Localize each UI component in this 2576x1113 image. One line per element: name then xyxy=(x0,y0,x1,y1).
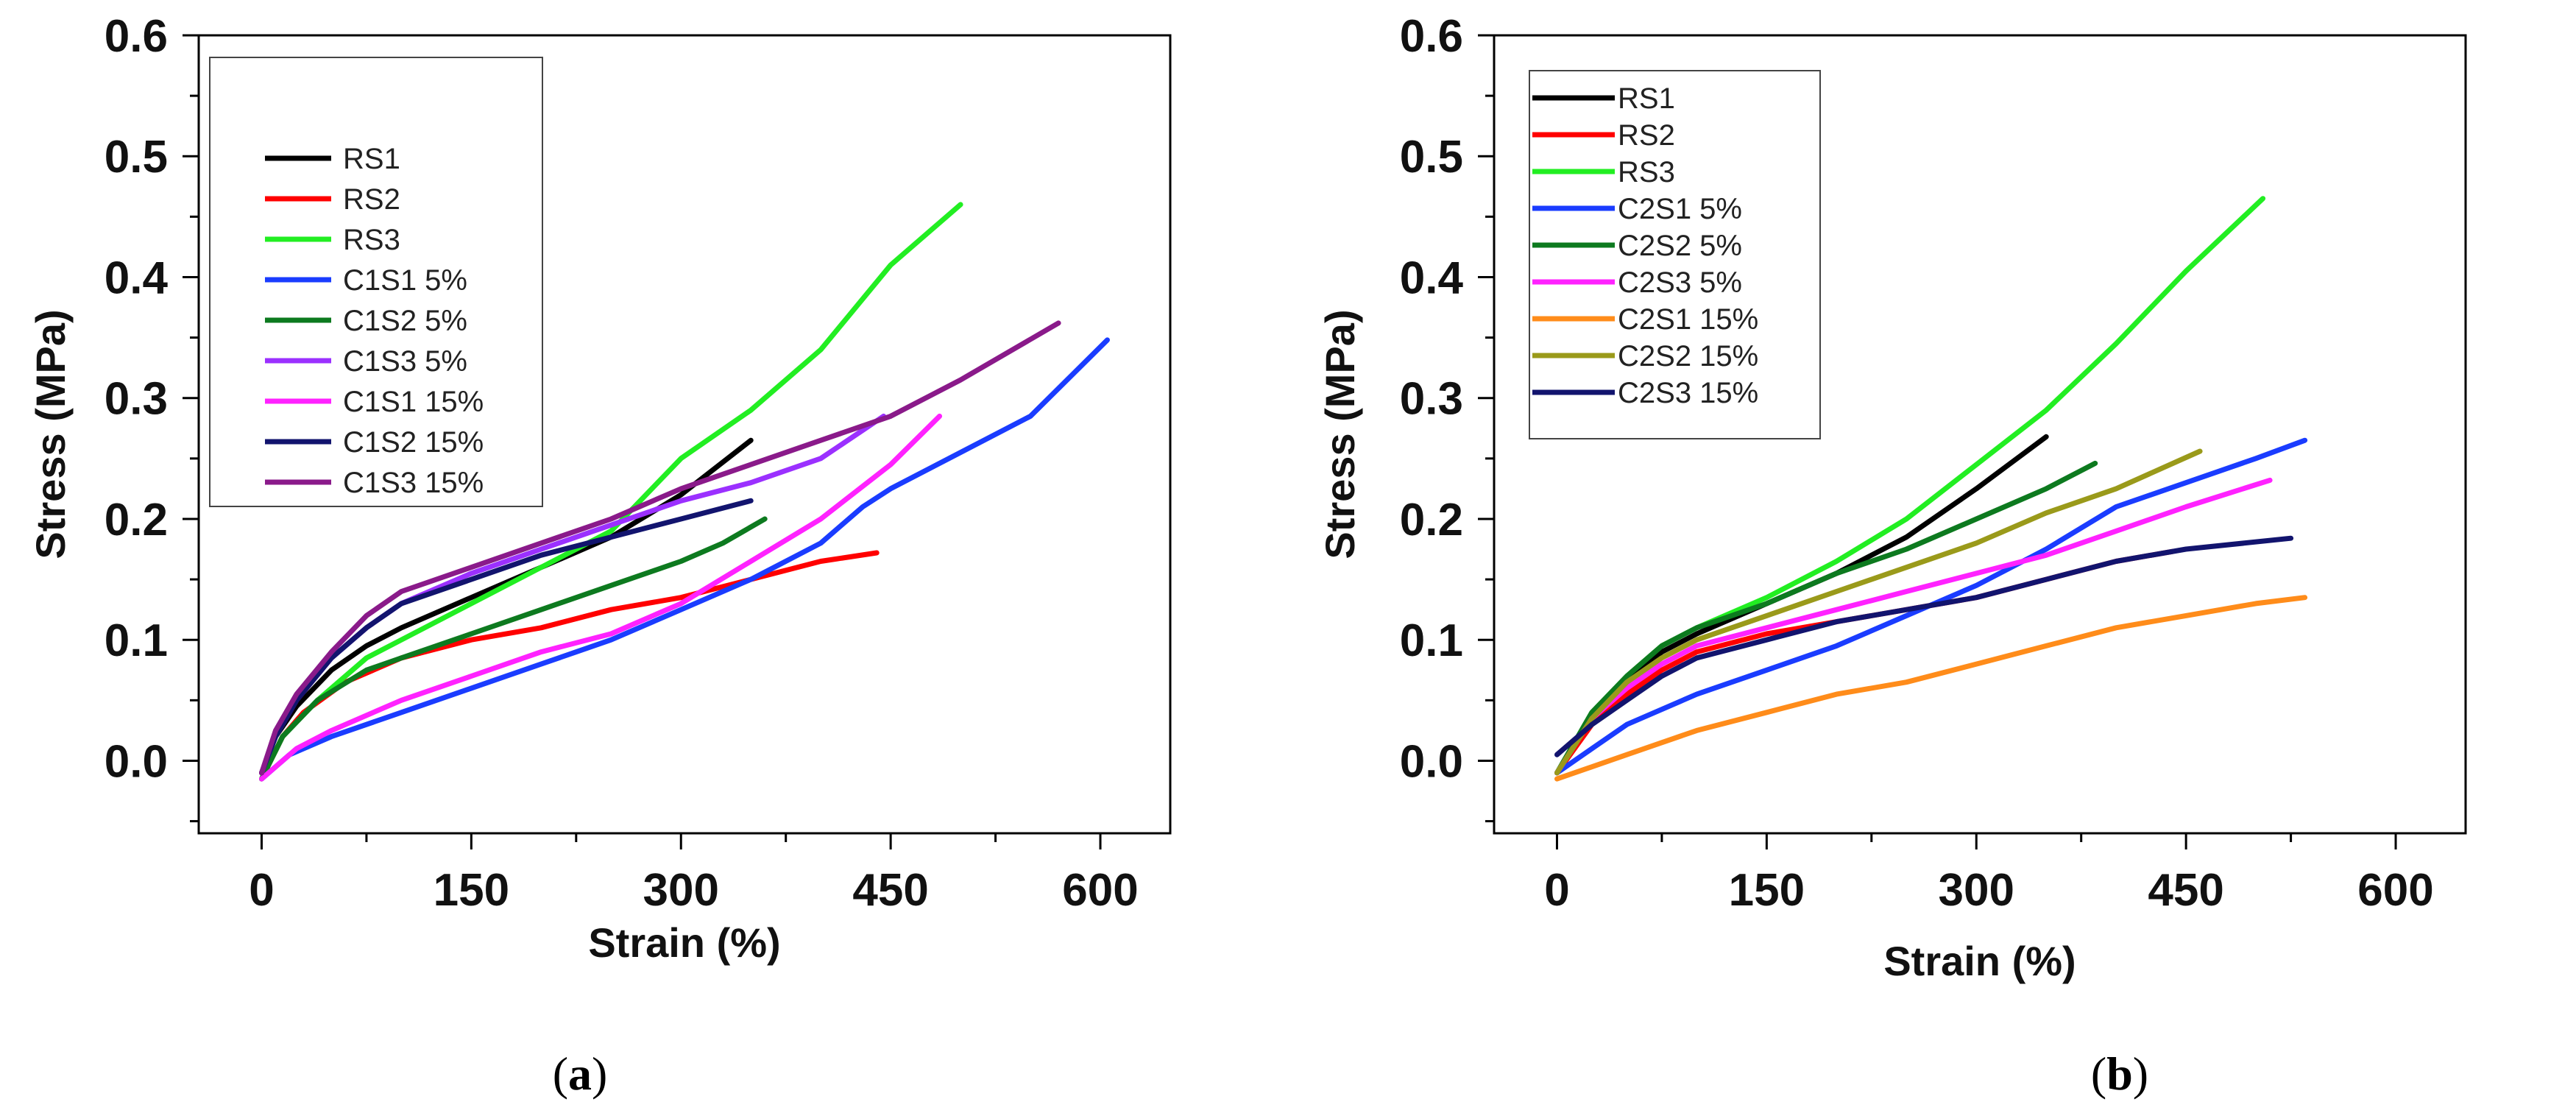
panel-a-x-tick-label: 150 xyxy=(434,865,509,916)
panel-a-y-tick-label: 0.4 xyxy=(105,252,169,303)
panel-b-series-line-c2s1-5pct xyxy=(1554,437,2308,776)
panel-b-legend-box xyxy=(1529,70,1821,439)
panel-a-legend-label-c1s1-5pct: C1S1 5% xyxy=(343,264,467,297)
panel-b-series-group xyxy=(1554,196,2308,782)
caption-b: (b) xyxy=(2091,1047,2148,1100)
panel-b-series-line-c2s2-15pct xyxy=(1554,448,2203,776)
panel-b-x-tick-label: 300 xyxy=(1939,865,2014,916)
panel-b-x-axis-title: Strain (%) xyxy=(1883,938,2076,984)
panel-a-y-tick-label: 0.1 xyxy=(105,615,168,666)
caption-a-close: ) xyxy=(592,1047,607,1100)
panel-a-y-tick-label: 0.3 xyxy=(105,374,168,425)
panel-a-x-tick-label: 0 xyxy=(249,865,274,916)
panel-b-x-tick-label: 0 xyxy=(1544,865,1569,916)
panel-b-x-tick-label: 600 xyxy=(2357,865,2433,916)
panel-b-y-axis-title: Stress (MPa) xyxy=(1317,309,1363,559)
panel-b-y-tick-label: 0.0 xyxy=(1400,736,1463,787)
panel-b-legend-label-c2s2-5pct: C2S2 5% xyxy=(1618,230,1742,262)
caption-a: (a) xyxy=(553,1047,608,1100)
panel-b-legend-label-c2s3-15pct: C2S3 15% xyxy=(1618,377,1758,409)
caption-a-letter: a xyxy=(568,1047,592,1100)
panel-b-y-tick-label: 0.5 xyxy=(1400,132,1463,183)
panel-a-legend-label-c1s3-15pct: C1S3 15% xyxy=(343,467,484,499)
panel-a-legend-label-rs2: RS2 xyxy=(343,183,400,216)
panel-a-y-tick-label: 0.6 xyxy=(105,11,168,62)
panel-a-series-line-c1s1-15pct xyxy=(259,413,943,782)
panel-a-legend-label-c1s1-15pct: C1S1 15% xyxy=(343,386,484,418)
panel-b-y-tick-label: 0.6 xyxy=(1400,11,1463,62)
caption-b-close: ) xyxy=(2133,1047,2148,1100)
panel-a-series-group xyxy=(259,202,1110,782)
panel-b-series-line-c2s2-5pct xyxy=(1554,460,2098,776)
panel-a-legend-label-c1s3-5pct: C1S3 5% xyxy=(343,345,467,378)
caption-a-open: ( xyxy=(553,1047,568,1100)
panel-b-legend-label-rs3: RS3 xyxy=(1618,156,1675,188)
chart-panel-b: 0 150 300 450 600 0.0 0.1 0.2 0.3 0.4 0.5 0.6 Strain… xyxy=(1317,11,2467,984)
panel-a-legend: RS1 RS2 RS3 C1S1 5% C1S2 5% C1S3 5% C1S1 15% C1… xyxy=(209,57,543,507)
panel-a-legend-label-rs3: RS3 xyxy=(343,224,400,256)
panel-b-legend: RS1 RS2 RS3 C2S1 5% C2S2 5% C2S3 5% C2S1 15% C2… xyxy=(1529,70,1821,439)
panel-a-series-line-c1s3-15pct xyxy=(259,320,1061,776)
panel-a-legend-label-c1s2-5pct: C1S2 5% xyxy=(343,305,467,337)
panel-b-legend-label-c2s1-5pct: C2S1 5% xyxy=(1618,193,1742,225)
panel-a-x-axis-title: Strain (%) xyxy=(588,919,780,966)
panel-a-legend-label-rs1: RS1 xyxy=(343,143,400,175)
panel-b-x-tick-label: 150 xyxy=(1729,865,1805,916)
panel-a-y-tick-label: 0.5 xyxy=(105,132,168,183)
panel-b-y-tick-label: 0.4 xyxy=(1400,252,1464,303)
panel-b-y-tick-label: 0.2 xyxy=(1400,495,1463,545)
panel-a-series-line-c1s1-5pct xyxy=(259,337,1110,782)
panel-b-y-tick-label: 0.3 xyxy=(1400,374,1463,425)
panel-a-x-tick-label: 600 xyxy=(1062,865,1138,916)
panel-b-legend-label-c2s3-5pct: C2S3 5% xyxy=(1618,266,1742,299)
panel-a-y-axis-title: Stress (MPa) xyxy=(27,309,74,559)
panel-a-y-tick-label: 0.0 xyxy=(105,736,168,787)
panel-b-series-line-c2s3-5pct xyxy=(1554,477,2273,776)
caption-b-open: ( xyxy=(2091,1047,2106,1100)
panel-b-series-line-c2s1-15pct xyxy=(1554,595,2308,782)
panel-b-legend-label-rs2: RS2 xyxy=(1618,119,1675,152)
panel-b-series-line-c2s3-15pct xyxy=(1554,535,2294,757)
panel-a-y-tick-label: 0.2 xyxy=(105,495,168,545)
panel-b-x-tick-label: 450 xyxy=(2148,865,2223,916)
caption-b-letter: b xyxy=(2106,1047,2133,1100)
panel-b-legend-label-rs1: RS1 xyxy=(1618,82,1675,115)
panel-a-series-line-c1s2-15pct xyxy=(259,498,754,776)
panel-a-x-tick-label: 300 xyxy=(643,865,719,916)
panel-b-legend-label-c2s2-15pct: C2S2 15% xyxy=(1618,340,1758,372)
panel-a-x-tick-label: 450 xyxy=(852,865,928,916)
panel-a-legend-label-c1s2-15pct: C1S2 15% xyxy=(343,426,484,459)
panel-b-legend-label-c2s1-15pct: C2S1 15% xyxy=(1618,303,1758,336)
panel-b-y-tick-label: 0.1 xyxy=(1400,615,1463,666)
panel-a-series-line-c1s2-5pct xyxy=(259,516,768,782)
chart-panel-a: 0 150 300 450 600 0.0 0.1 0.2 0.3 0.4 0.5 0.6 Strain… xyxy=(27,11,1172,966)
